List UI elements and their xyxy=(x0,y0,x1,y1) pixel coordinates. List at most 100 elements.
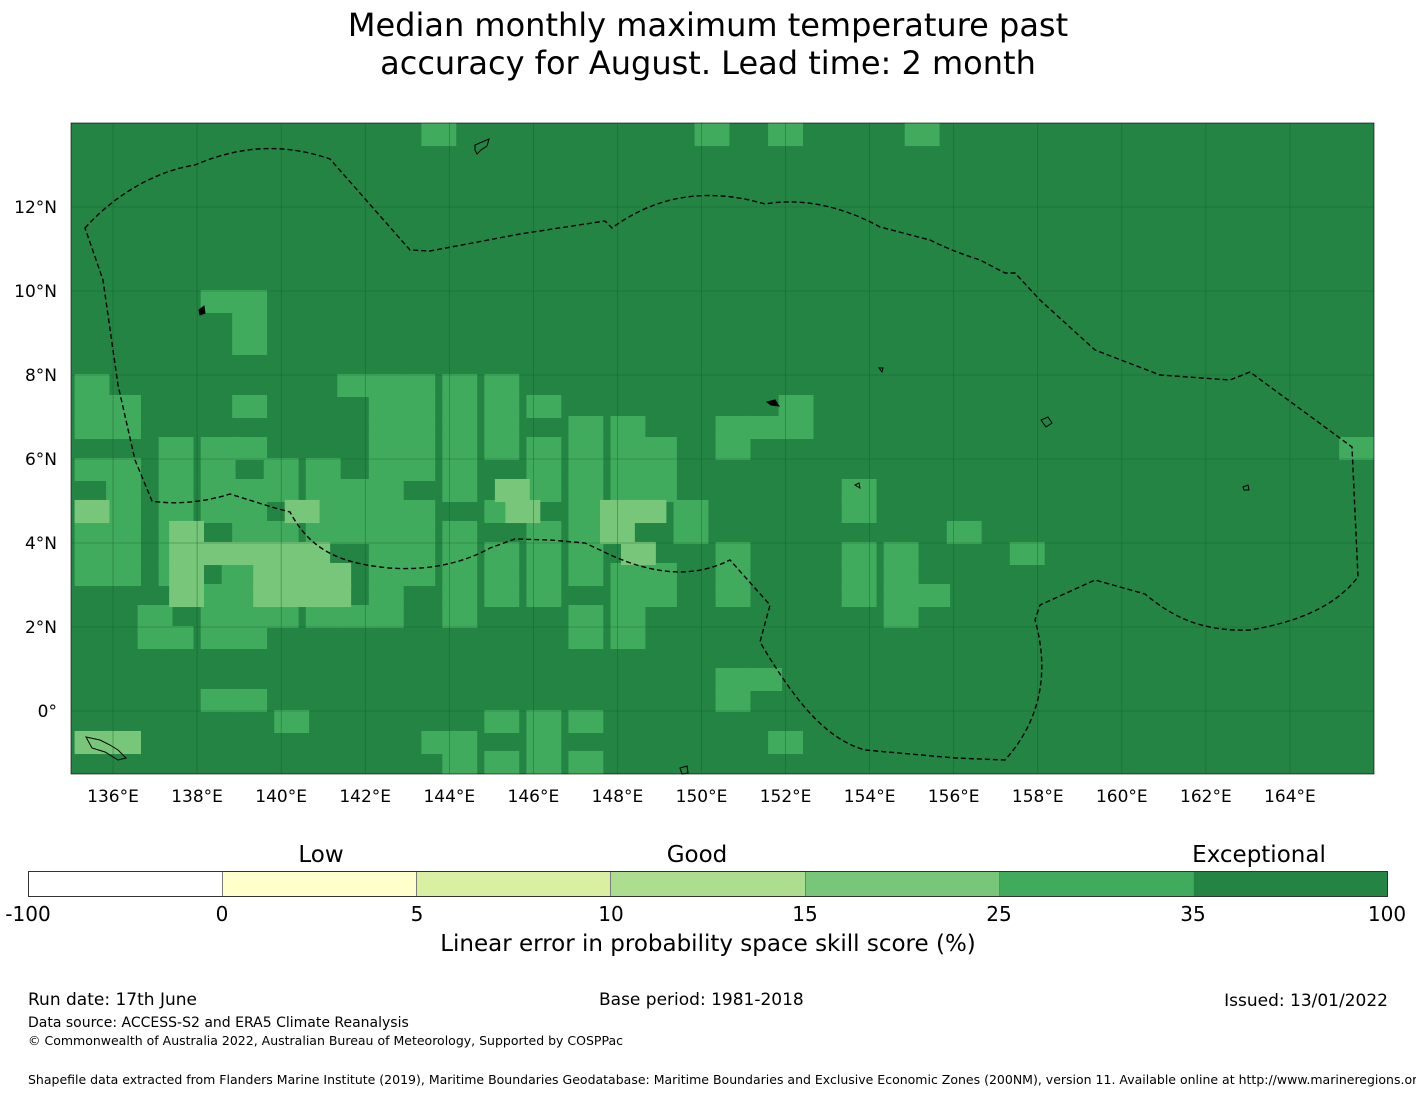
category-exceptional: Exceptional xyxy=(1192,842,1326,868)
island-outline xyxy=(1242,484,1250,491)
island-outline xyxy=(679,765,689,775)
skill-cell xyxy=(494,478,530,503)
skill-cell xyxy=(484,394,520,419)
skill-cell xyxy=(368,478,404,503)
skill-cell xyxy=(610,625,646,650)
colorbar-tick: 100 xyxy=(1367,902,1407,926)
skill-cell xyxy=(610,436,646,461)
skill-cell xyxy=(169,520,205,545)
skill-cell xyxy=(526,562,562,587)
skill-cell xyxy=(232,436,268,461)
skill-cell xyxy=(715,688,751,713)
skill-cell xyxy=(200,478,236,503)
skill-cell xyxy=(568,499,604,524)
skill-cell xyxy=(715,583,751,608)
skill-cell xyxy=(368,520,404,545)
skill-cell xyxy=(368,583,404,608)
skill-cell xyxy=(642,436,677,461)
skill-cell xyxy=(883,583,919,608)
skill-cell xyxy=(232,289,268,314)
skill-cell xyxy=(715,415,751,440)
skill-cell xyxy=(841,562,877,587)
skill-cell xyxy=(526,583,562,608)
colorbar-legend: Low Good Exceptional -100 0 5 10 15 25 3… xyxy=(0,838,1416,968)
skill-cell xyxy=(200,436,236,461)
skill-cell xyxy=(526,394,562,419)
skill-cell xyxy=(505,499,541,524)
skill-cell xyxy=(232,541,268,566)
skill-cell xyxy=(337,478,373,503)
skill-cell xyxy=(442,373,478,398)
skill-cell xyxy=(642,562,677,587)
skill-cells xyxy=(71,123,1374,774)
skill-cell xyxy=(673,499,709,524)
base-period: Base period: 1981-2018 xyxy=(599,990,804,1010)
skill-cell xyxy=(568,604,604,629)
skill-cell xyxy=(568,478,604,503)
skill-cell xyxy=(484,436,520,461)
skill-cell xyxy=(368,499,404,524)
skill-cell xyxy=(715,436,751,461)
skill-cell xyxy=(200,457,236,482)
skill-cell xyxy=(715,667,751,692)
skill-cell xyxy=(642,478,677,503)
skill-cell xyxy=(106,730,141,755)
skill-cell xyxy=(568,520,604,545)
copyright: © Commonwealth of Australia 2022, Austra… xyxy=(28,1033,623,1048)
skill-cell xyxy=(400,457,436,482)
skill-cell xyxy=(526,709,562,734)
skill-cell xyxy=(642,583,677,608)
colorbar-segment xyxy=(1193,872,1387,896)
colorbar-tick: 35 xyxy=(1180,902,1206,926)
skill-cell xyxy=(232,499,268,524)
skill-cell xyxy=(74,541,110,566)
longitude-tick-label: 140°E xyxy=(255,787,307,807)
category-low: Low xyxy=(298,842,344,868)
skill-cell xyxy=(368,373,404,398)
skill-cell xyxy=(368,415,404,440)
skill-cell xyxy=(946,520,982,545)
skill-cell xyxy=(610,415,646,440)
skill-cell xyxy=(74,373,110,398)
skill-cell xyxy=(442,415,478,440)
skill-cell xyxy=(1009,541,1045,566)
skill-cell xyxy=(568,436,604,461)
skill-cell xyxy=(158,457,194,482)
island-outline xyxy=(853,482,861,490)
skill-cell xyxy=(610,583,646,608)
skill-cell xyxy=(337,373,373,398)
longitude-tick-label: 146°E xyxy=(508,787,560,807)
colorbar-segment xyxy=(223,872,418,896)
skill-cell xyxy=(841,478,877,503)
skill-cell xyxy=(778,415,814,440)
skill-cell xyxy=(106,478,141,503)
skill-cell xyxy=(526,478,562,503)
skill-cell xyxy=(526,750,562,774)
longitude-tick-label: 138°E xyxy=(171,787,223,807)
longitude-tick-label: 144°E xyxy=(423,787,475,807)
skill-cell xyxy=(169,583,205,608)
skill-cell xyxy=(274,709,310,734)
latitude-tick-label: 4°N xyxy=(25,534,57,554)
longitude-tick-label: 156°E xyxy=(928,787,980,807)
skill-cell xyxy=(841,499,877,524)
skill-cell xyxy=(484,562,520,587)
skill-score-map: 136°E 138°E 140°E 142°E 144°E 146°E 148°E 150°E… xyxy=(14,122,1375,807)
skill-cell xyxy=(74,730,110,755)
skill-cell xyxy=(232,604,268,629)
map-frame xyxy=(70,122,1375,775)
longitude-tick-label: 142°E xyxy=(339,787,391,807)
island-outline xyxy=(85,736,127,761)
colorbar xyxy=(28,871,1388,897)
data-source: Data source: ACCESS-S2 and ERA5 Climate … xyxy=(28,1015,409,1031)
skill-cell xyxy=(673,520,709,545)
category-good: Good xyxy=(666,842,728,868)
colorbar-segment xyxy=(999,872,1194,896)
skill-cell xyxy=(232,625,268,650)
latitude-tick-labels: 12°N 10°N 8°N 6°N 4°N 2°N 0° xyxy=(14,198,57,722)
skill-cell xyxy=(568,415,604,440)
skill-cell xyxy=(694,123,730,147)
longitude-tick-label: 152°E xyxy=(760,787,812,807)
skill-cell xyxy=(284,562,320,587)
skill-cell xyxy=(316,583,352,608)
